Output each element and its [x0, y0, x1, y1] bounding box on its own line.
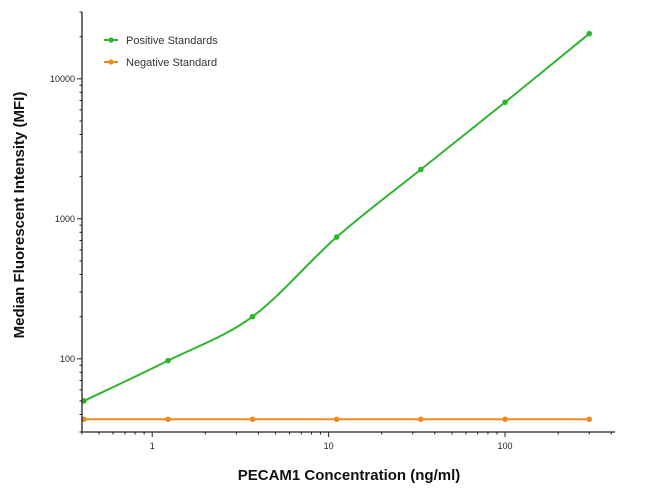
data-point: [502, 416, 508, 423]
y-tick-label: 1000: [55, 214, 75, 224]
fit-curves: [83, 32, 590, 421]
x-axis-ticks: 1 10 100: [81, 432, 612, 451]
data-point: [249, 416, 256, 423]
data-point: [165, 357, 171, 364]
legend-label: Negative Standard: [126, 57, 217, 69]
x-tick-label: 100: [498, 441, 513, 451]
x-axis-title: PECAM1 Concentration (ng/ml): [238, 467, 461, 484]
legend-swatch-marker: [108, 59, 114, 65]
x-tick-label: 1: [150, 441, 155, 451]
y-axis-title: Median Fluorescent Intensity (MFI): [11, 92, 28, 339]
data-point: [586, 416, 593, 423]
x-tick-label: 10: [324, 441, 334, 451]
data-point: [417, 166, 424, 173]
legend: Positive Standards Negative Standard: [104, 35, 218, 69]
data-markers: [81, 30, 593, 423]
data-point: [502, 99, 508, 106]
data-point: [165, 416, 171, 423]
series-line-0: [83, 32, 590, 402]
y-tick-label: 100: [60, 354, 75, 364]
y-axis-ticks: 100 1000 10000: [50, 11, 82, 433]
data-point: [586, 30, 593, 37]
y-tick-label: 10000: [50, 74, 75, 84]
legend-label: Positive Standards: [126, 35, 218, 47]
data-point: [333, 416, 340, 423]
legend-swatch-marker: [108, 37, 114, 43]
data-point: [333, 234, 340, 240]
data-point: [249, 313, 256, 320]
data-point: [417, 416, 424, 423]
